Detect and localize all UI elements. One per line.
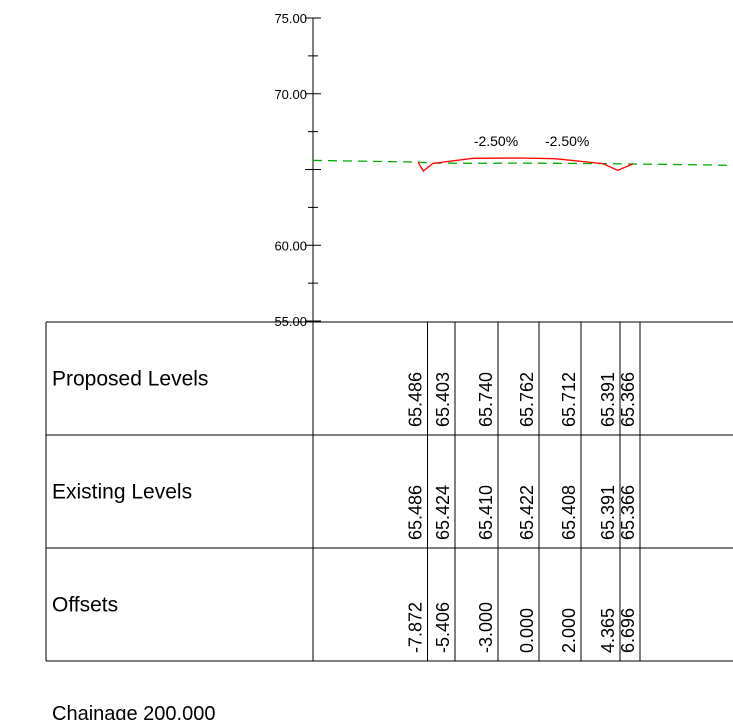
table-cell-value: 65.424: [433, 485, 453, 540]
grade-label: -2.50%: [474, 133, 518, 149]
axis-tick-label: 70.00: [274, 87, 307, 102]
table-cell-value: 4.365: [598, 608, 618, 653]
existing-ground-line: [312, 159, 733, 166]
section-plot: -2.50% -2.50%: [312, 133, 733, 172]
table-cell-value: 2.000: [559, 608, 579, 653]
table-cell-value: 65.712: [559, 372, 579, 427]
row-label: Existing Levels: [52, 481, 192, 504]
table-cell-value: -3.000: [476, 602, 496, 653]
table-cell-value: 65.391: [598, 372, 618, 427]
row-label: Proposed Levels: [52, 368, 208, 391]
table-cell-value: -7.872: [406, 602, 426, 653]
table-cell-value: 65.403: [433, 372, 453, 427]
table-cell-value: 65.486: [406, 485, 426, 540]
chainage-label: Chainage 200.000: [52, 703, 215, 720]
table-cell-value: 6.696: [618, 608, 638, 653]
table-cell-value: 65.486: [406, 372, 426, 427]
axis-tick-label: 75.00: [274, 11, 307, 26]
proposed-section-line: [417, 157, 634, 172]
table-cell-value: 65.408: [559, 485, 579, 540]
table-cell-value: 0.000: [517, 608, 537, 653]
level-table: Proposed Levels 65.486 65.403 65.740 65.762 6…: [45, 321, 733, 662]
grade-label: -2.50%: [545, 133, 589, 149]
table-cell-value: 65.410: [476, 485, 496, 540]
table-cell-value: -5.406: [433, 602, 453, 653]
table-cell-value: 65.762: [517, 372, 537, 427]
row-label: Offsets: [52, 594, 118, 617]
table-cell-value: 65.366: [618, 372, 638, 427]
axis-tick-label: 60.00: [274, 238, 307, 253]
table-cell-value: 65.422: [517, 485, 537, 540]
table-cell-value: 65.366: [618, 485, 638, 540]
table-cell-value: 65.740: [476, 372, 496, 427]
table-cell-value: 65.391: [598, 485, 618, 540]
